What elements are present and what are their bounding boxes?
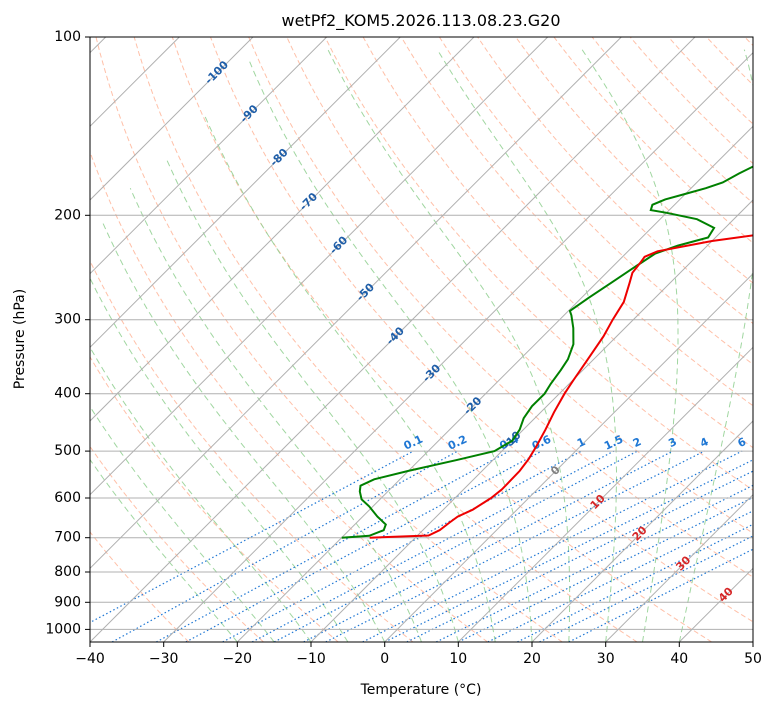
- moist-adiabat-line: [129, 187, 422, 642]
- y-tick-label: 800: [54, 564, 81, 580]
- moist-adiabat-line: [678, 49, 753, 642]
- temperature-series-line: [369, 234, 753, 539]
- dry-adiabat-line: [90, 531, 190, 642]
- y-tick-label: 100: [54, 29, 81, 45]
- isotherm-line: [90, 37, 401, 349]
- mixing-ratio-line: [303, 450, 674, 642]
- isotherm-line: [457, 346, 753, 642]
- moist-adiabat-line: [327, 49, 571, 642]
- mixing-ratio-line: [273, 450, 638, 642]
- dry-adiabat-line: [477, 37, 753, 325]
- y-tick-label: 700: [54, 530, 81, 546]
- dry-adiabat-line: [324, 37, 753, 491]
- isotherm-line: [531, 420, 753, 642]
- dry-adiabat-line: [553, 37, 753, 244]
- dry-adiabat-line: [210, 37, 753, 623]
- pressure-gridlines: [90, 37, 753, 630]
- isotherm-line: [90, 37, 328, 275]
- y-tick-label: 300: [54, 312, 81, 328]
- dry-adiabat-line: [438, 37, 753, 365]
- mixing-ratio-line: [111, 450, 458, 642]
- y-tick-label: 200: [54, 207, 81, 223]
- dry-adiabat-line: [90, 355, 339, 642]
- x-axis-label: Temperature (°C): [360, 682, 482, 698]
- dry-adiabat-line: [171, 37, 712, 642]
- mixing-ratio-line: [185, 450, 542, 642]
- y-axis-label: Pressure (hPa): [12, 289, 28, 389]
- x-tick-label: 50: [744, 651, 762, 667]
- y-tick-label: 400: [54, 386, 81, 402]
- x-axis: −40 −30 −20 −10 0 10 20 30 40 50: [75, 642, 762, 667]
- x-tick-label: −10: [296, 651, 326, 667]
- moist-adiabat-line: [203, 114, 496, 642]
- moist-adiabat-line: [90, 405, 275, 642]
- x-tick-label: −30: [149, 651, 179, 667]
- isotherm-line: [310, 199, 753, 642]
- moist-adiabat-line: [249, 61, 533, 642]
- moist-adiabat-line: [90, 346, 312, 642]
- isotherm-line: [90, 37, 622, 570]
- y-axis: 100 200 300 400 500 600 700 800 900 1000: [45, 29, 90, 637]
- isotherm-line: [384, 272, 753, 642]
- dry-adiabat-line: [90, 259, 414, 642]
- mixing-ratio-line: [458, 496, 753, 642]
- chart-title: wetPf2_KOM5.2026.113.08.23.G20: [281, 11, 560, 31]
- moist-adiabat-line: [90, 277, 349, 642]
- dry-adiabat-line: [400, 37, 753, 407]
- mixing-ratio-line: [325, 450, 705, 642]
- x-tick-label: 0: [380, 651, 389, 667]
- isotherm-lines: [90, 37, 753, 642]
- dry-adiabat-line: [133, 37, 638, 642]
- moist-adiabat-line: [581, 49, 679, 642]
- x-tick-label: 30: [597, 651, 615, 667]
- moist-adiabat-line: [101, 221, 386, 642]
- isotherm-line: [163, 51, 753, 642]
- y-tick-label: 1000: [45, 621, 81, 637]
- moist-adiabats: [90, 49, 753, 642]
- isotherm-line: [90, 37, 696, 642]
- x-tick-label: 20: [523, 651, 541, 667]
- x-tick-label: −20: [223, 651, 253, 667]
- isotherm-line: [90, 37, 549, 496]
- x-tick-label: 40: [670, 651, 688, 667]
- mixing-ratio-line: [362, 450, 743, 642]
- isotherm-line: [90, 37, 475, 422]
- dewpoint-series-line: [341, 165, 753, 539]
- dry-adiabat-line: [95, 37, 563, 642]
- y-tick-label: 900: [54, 594, 81, 610]
- x-tick-label: −40: [75, 651, 105, 667]
- dry-adiabat-line: [90, 150, 488, 642]
- moist-adiabat-line: [90, 458, 238, 642]
- plot-frame: [89, 36, 754, 643]
- mixing-ratio-line: [251, 450, 615, 642]
- y-tick-label: 500: [54, 443, 81, 459]
- isotherm-line: [236, 125, 753, 642]
- dry-adiabat-line: [591, 37, 753, 204]
- moist-adiabat-line: [436, 49, 617, 642]
- isotherm-line: [605, 493, 753, 642]
- dry-adiabat-line: [248, 37, 753, 578]
- x-tick-label: 10: [449, 651, 467, 667]
- dry-adiabat-line: [286, 37, 753, 534]
- isotherm-line: [90, 37, 254, 201]
- y-tick-label: 600: [54, 490, 81, 506]
